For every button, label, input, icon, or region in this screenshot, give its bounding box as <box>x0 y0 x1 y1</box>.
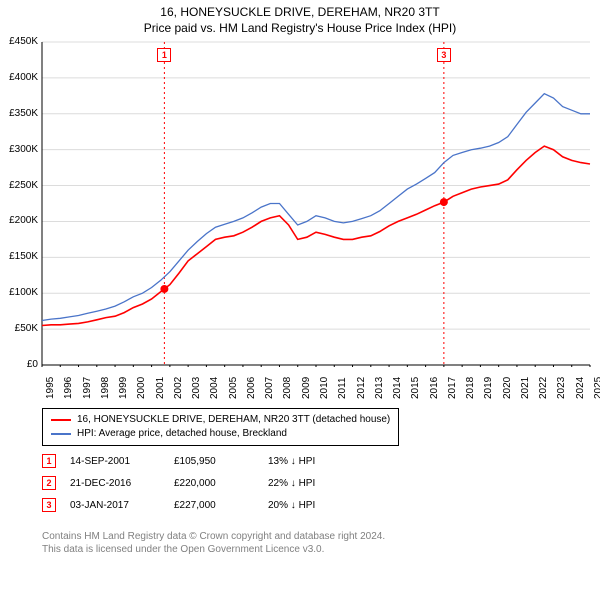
x-tick-label: 2012 <box>356 377 367 399</box>
legend-box: 16, HONEYSUCKLE DRIVE, DEREHAM, NR20 3TT… <box>42 408 399 446</box>
transaction-delta: 20% ↓ HPI <box>268 500 368 511</box>
y-tick-label: £400K <box>0 72 38 83</box>
legend-label: HPI: Average price, detached house, Brec… <box>77 427 287 441</box>
chart-container: 16, HONEYSUCKLE DRIVE, DEREHAM, NR20 3TT… <box>0 0 600 590</box>
y-tick-label: £150K <box>0 251 38 262</box>
x-tick-label: 1995 <box>45 377 56 399</box>
y-tick-label: £350K <box>0 108 38 119</box>
transaction-delta: 13% ↓ HPI <box>268 456 368 467</box>
footer-text: Contains HM Land Registry data © Crown c… <box>42 530 385 556</box>
x-tick-label: 2019 <box>483 377 494 399</box>
x-tick-label: 2023 <box>556 377 567 399</box>
x-tick-label: 2017 <box>447 377 458 399</box>
legend-swatch <box>51 433 71 435</box>
x-tick-label: 2005 <box>228 377 239 399</box>
transaction-row: 3 03-JAN-2017 £227,000 20% ↓ HPI <box>42 494 368 516</box>
transaction-price: £105,950 <box>174 456 254 467</box>
x-tick-label: 2011 <box>337 377 348 399</box>
legend-swatch <box>51 419 71 421</box>
x-tick-label: 2002 <box>173 377 184 399</box>
x-tick-label: 2021 <box>520 377 531 399</box>
x-tick-label: 1999 <box>118 377 129 399</box>
y-tick-label: £50K <box>0 323 38 334</box>
footer-line-1: Contains HM Land Registry data © Crown c… <box>42 530 385 543</box>
transaction-date: 14-SEP-2001 <box>70 456 160 467</box>
x-tick-label: 2001 <box>155 377 166 399</box>
transaction-marker: 1 <box>42 454 56 468</box>
transaction-marker: 3 <box>42 498 56 512</box>
transaction-date: 03-JAN-2017 <box>70 500 160 511</box>
legend-label: 16, HONEYSUCKLE DRIVE, DEREHAM, NR20 3TT… <box>77 413 390 427</box>
transaction-delta: 22% ↓ HPI <box>268 478 368 489</box>
x-tick-label: 2006 <box>246 377 257 399</box>
y-tick-label: £450K <box>0 36 38 47</box>
legend-row: 16, HONEYSUCKLE DRIVE, DEREHAM, NR20 3TT… <box>51 413 390 427</box>
x-tick-label: 2009 <box>301 377 312 399</box>
transaction-price: £227,000 <box>174 500 254 511</box>
x-tick-label: 2003 <box>191 377 202 399</box>
chart-marker-label: 3 <box>437 48 451 62</box>
transaction-price: £220,000 <box>174 478 254 489</box>
y-tick-label: £200K <box>0 215 38 226</box>
x-tick-label: 2008 <box>282 377 293 399</box>
transaction-marker: 2 <box>42 476 56 490</box>
x-tick-label: 2015 <box>410 377 421 399</box>
x-tick-label: 2020 <box>502 377 513 399</box>
x-tick-label: 2025 <box>593 377 600 399</box>
x-tick-label: 2004 <box>209 377 220 399</box>
x-tick-label: 2022 <box>538 377 549 399</box>
x-tick-label: 2024 <box>575 377 586 399</box>
transaction-row: 2 21-DEC-2016 £220,000 22% ↓ HPI <box>42 472 368 494</box>
transaction-row: 1 14-SEP-2001 £105,950 13% ↓ HPI <box>42 450 368 472</box>
x-tick-label: 1996 <box>63 377 74 399</box>
x-tick-label: 2014 <box>392 377 403 399</box>
x-tick-label: 2000 <box>136 377 147 399</box>
chart-svg <box>0 0 600 367</box>
x-tick-label: 1998 <box>100 377 111 399</box>
x-tick-label: 2013 <box>374 377 385 399</box>
legend-row: HPI: Average price, detached house, Brec… <box>51 427 390 441</box>
footer-line-2: This data is licensed under the Open Gov… <box>42 543 385 556</box>
x-tick-label: 2016 <box>429 377 440 399</box>
chart-marker-label: 1 <box>157 48 171 62</box>
transaction-date: 21-DEC-2016 <box>70 478 160 489</box>
x-tick-label: 2010 <box>319 377 330 399</box>
y-tick-label: £250K <box>0 180 38 191</box>
transaction-table: 1 14-SEP-2001 £105,950 13% ↓ HPI 2 21-DEC-201… <box>42 450 368 516</box>
y-tick-label: £100K <box>0 287 38 298</box>
x-tick-label: 2007 <box>264 377 275 399</box>
y-tick-label: £0 <box>0 359 38 370</box>
y-tick-label: £300K <box>0 144 38 155</box>
x-tick-label: 2018 <box>465 377 476 399</box>
x-tick-label: 1997 <box>82 377 93 399</box>
